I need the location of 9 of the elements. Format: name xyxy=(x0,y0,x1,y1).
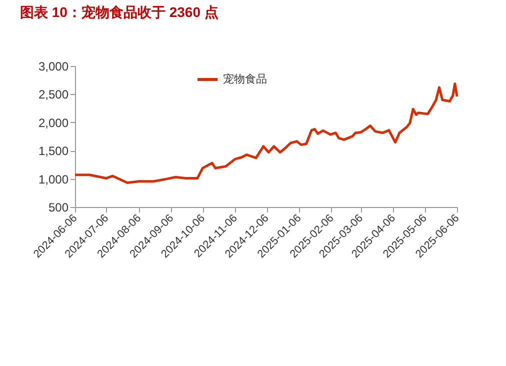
line-series xyxy=(74,82,458,184)
y-tick-label: 1,500 xyxy=(38,144,69,158)
y-tick-label: 2,000 xyxy=(38,116,69,130)
y-tick-label: 2,500 xyxy=(38,88,69,102)
y-tick-label: 1,000 xyxy=(38,172,69,186)
chart-title: 图表 10：宠物食品收于 2360 点 xyxy=(20,4,218,20)
y-tick-label: 500 xyxy=(48,200,69,214)
y-tick-label: 3,000 xyxy=(38,60,69,74)
legend-label: 宠物食品 xyxy=(223,72,267,86)
